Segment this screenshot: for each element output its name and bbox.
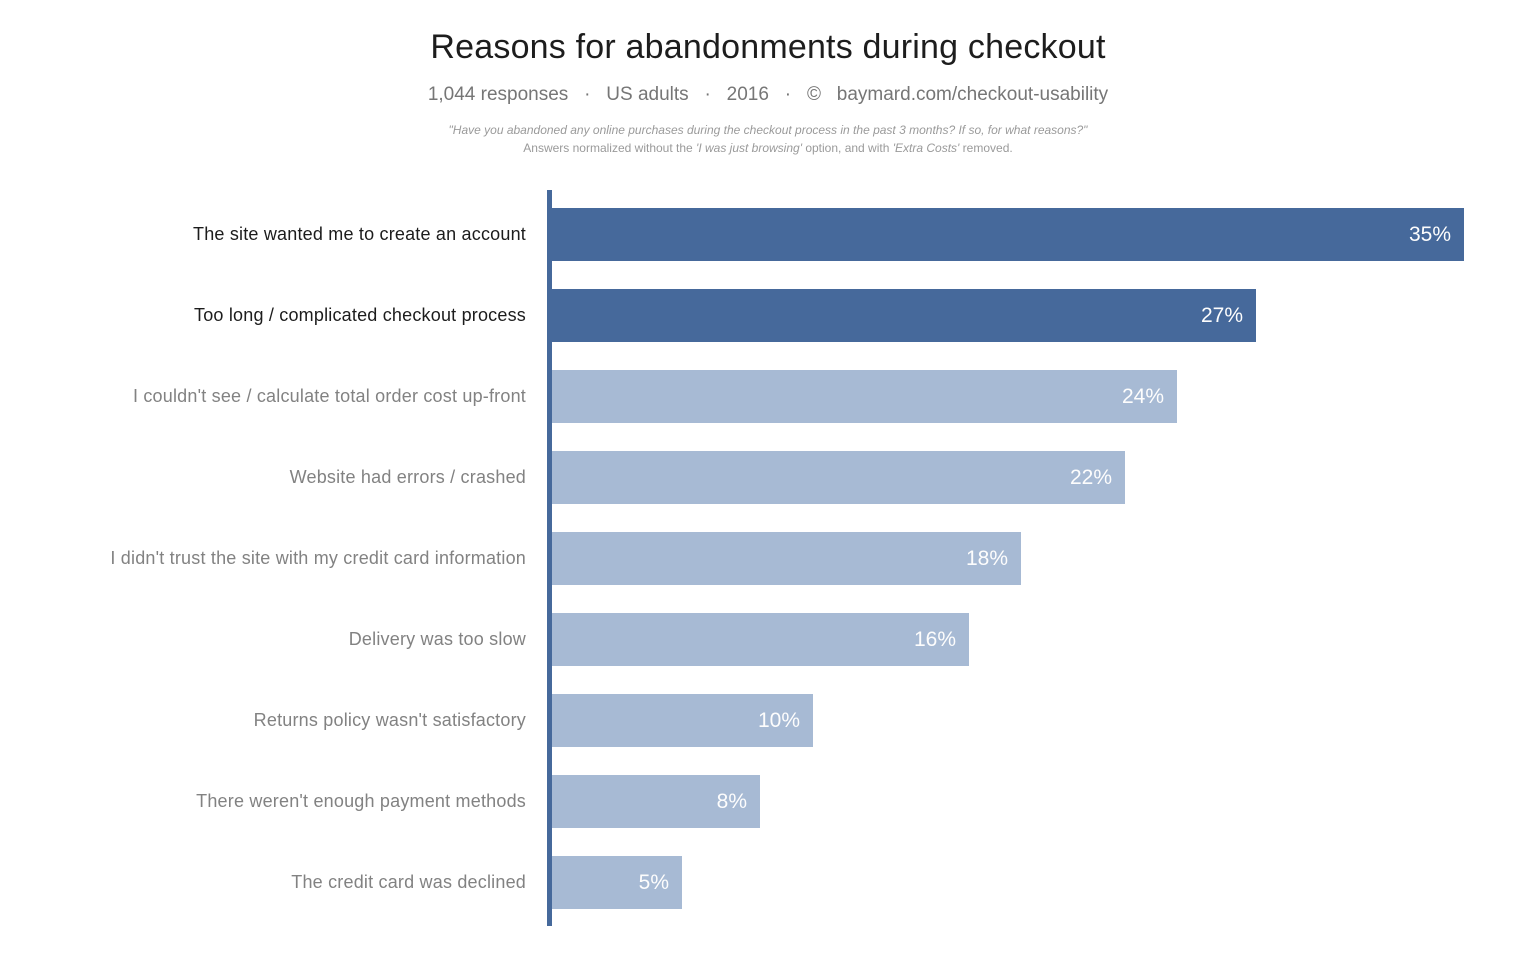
bar: 24% (552, 370, 1177, 423)
chart-subtitle: 1,044 responses · US adults · 2016 · © b… (427, 84, 1109, 105)
bar-value-label: 16% (913, 627, 956, 651)
category-label: Too long / complicated checkout process (194, 305, 526, 325)
bar-row: I couldn't see / calculate total order c… (0, 370, 1536, 423)
bar: 35% (552, 208, 1464, 261)
bar-row: Returns policy wasn't satisfactory 10% (0, 694, 1536, 747)
bar-value-label: 5% (638, 870, 669, 894)
bar-value-label: 8% (716, 789, 747, 813)
bar-value-label: 24% (1121, 384, 1164, 408)
y-axis-line (547, 190, 552, 926)
category-label: I couldn't see / calculate total order c… (132, 386, 526, 406)
bar: 27% (552, 289, 1256, 342)
bar: 8% (552, 775, 760, 828)
bar: 5% (552, 856, 682, 909)
bar-rows: The site wanted me to create an account 3… (0, 190, 1536, 926)
footnote-normalization-note: Answers normalized without the 'I was ju… (523, 141, 1013, 155)
category-label: I didn't trust the site with my credit c… (110, 548, 526, 568)
category-label: Delivery was too slow (348, 629, 526, 649)
category-label: Returns policy wasn't satisfactory (253, 710, 526, 730)
bar-chart: The site wanted me to create an account 3… (0, 190, 1536, 926)
bar-row: There weren't enough payment methods 8% (0, 775, 1536, 828)
bar-value-label: 18% (965, 546, 1008, 570)
bar: 22% (552, 451, 1125, 504)
bar: 16% (552, 613, 969, 666)
category-label: There weren't enough payment methods (196, 791, 526, 811)
bar-row: Delivery was too slow 16% (0, 613, 1536, 666)
bar-row: The credit card was declined 5% (0, 856, 1536, 909)
bar-value-label: 27% (1200, 303, 1243, 327)
bar-row: The site wanted me to create an account 3… (0, 208, 1536, 261)
chart-title: Reasons for abandonments during checkout (430, 28, 1106, 66)
bar-row: Too long / complicated checkout process 2… (0, 289, 1536, 342)
category-label: Website had errors / crashed (289, 467, 526, 487)
bar-value-label: 35% (1408, 222, 1451, 246)
bar: 10% (552, 694, 813, 747)
category-label: The credit card was declined (291, 872, 526, 892)
category-label: The site wanted me to create an account (193, 224, 526, 244)
chart-header: Reasons for abandonments during checkout… (0, 0, 1536, 157)
bar-value-label: 22% (1069, 465, 1112, 489)
bar-row: Website had errors / crashed 22% (0, 451, 1536, 504)
footnote-question: "Have you abandoned any online purchases… (448, 123, 1088, 137)
bar-row: I didn't trust the site with my credit c… (0, 532, 1536, 585)
chart-footnote: "Have you abandoned any online purchases… (0, 121, 1536, 157)
bar: 18% (552, 532, 1021, 585)
bar-value-label: 10% (757, 708, 800, 732)
